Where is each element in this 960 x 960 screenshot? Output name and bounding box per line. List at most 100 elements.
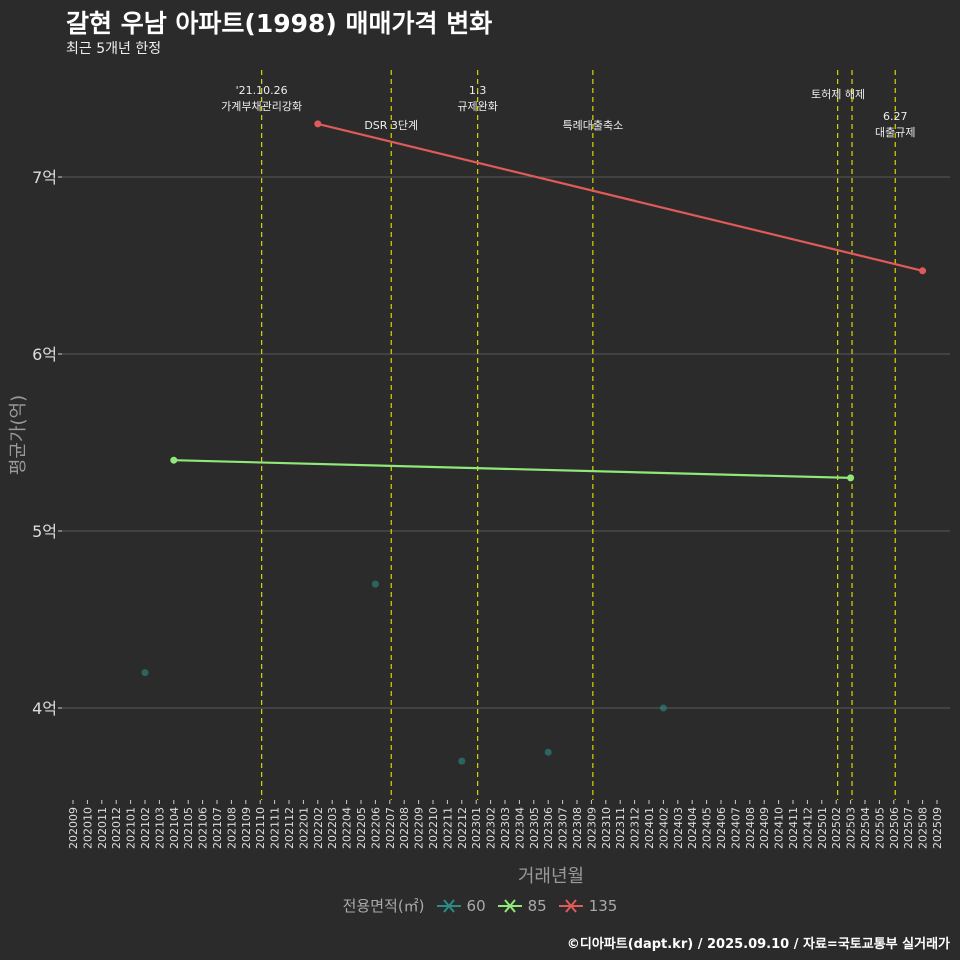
x-tick-label: 202208 [398, 807, 411, 849]
x-tick-label: 202301 [470, 807, 483, 849]
policy-annotation: 6.27 [883, 110, 908, 123]
policy-annotation: 1.3 [469, 84, 487, 97]
x-tick-label: 202503 [845, 807, 858, 849]
x-tick-label: 202505 [873, 807, 886, 849]
policy-annotation: '21.10.26 [236, 84, 288, 97]
chart-subtitle: 최근 5개년 한정 [66, 41, 162, 57]
x-tick-label: 202104 [168, 807, 181, 849]
x-tick-label: 202506 [888, 807, 901, 849]
x-tick-label: 202501 [816, 807, 829, 849]
x-tick-label: 202202 [312, 807, 325, 849]
x-tick-label: 202507 [902, 807, 915, 849]
x-tick-label: 202410 [773, 807, 786, 849]
data-point-85 [170, 456, 178, 464]
x-axis-title: 거래년월 [518, 866, 584, 887]
x-tick-label: 202108 [225, 807, 238, 849]
legend-item-85: 85 [497, 896, 547, 915]
data-point-60 [659, 704, 667, 712]
x-tick-label: 202112 [283, 807, 296, 849]
data-point-60 [544, 748, 552, 756]
x-tick-label: 202110 [254, 807, 267, 849]
data-point-135 [919, 267, 927, 275]
x-tick-label: 202011 [96, 807, 109, 849]
x-tick-label: 202412 [801, 807, 814, 849]
legend-item-60: 60 [436, 896, 486, 915]
x-tick-label: 202509 [931, 807, 944, 849]
x-tick-label: 202303 [499, 807, 512, 849]
y-axis-title: 평균가(억) [8, 395, 29, 475]
x-tick-label: 202407 [729, 807, 742, 849]
x-tick-label: 202411 [787, 807, 800, 849]
y-tick-label: 5억 [32, 522, 57, 541]
legend-key-85-icon [497, 898, 522, 913]
legend-item-135: 135 [558, 896, 618, 915]
policy-annotation: 가계부채관리강화 [221, 100, 302, 113]
x-tick-label: 202406 [715, 807, 728, 849]
data-point-60 [458, 757, 466, 765]
source-caption: ©디아파트(dapt.kr) / 2025.09.10 / 자료=국토교통부 실… [566, 937, 950, 952]
legend-key-60-icon [436, 898, 461, 913]
y-tick-label: 6억 [32, 345, 57, 364]
x-tick-label: 202012 [110, 807, 123, 849]
x-tick-label: 202106 [197, 807, 210, 849]
series-line-85 [173, 459, 851, 479]
x-tick-label: 202211 [441, 807, 454, 849]
y-tick-label: 4억 [32, 699, 57, 718]
x-tick-label: 202311 [614, 807, 627, 849]
x-tick-label: 202403 [672, 807, 685, 849]
data-point-135 [314, 120, 322, 128]
x-tick-label: 202205 [355, 807, 368, 849]
x-tick-label: 202209 [413, 807, 426, 849]
x-tick-label: 202402 [657, 807, 670, 849]
legend-label-135: 135 [588, 896, 618, 915]
x-tick-label: 202305 [528, 807, 541, 849]
x-tick-label: 202308 [571, 807, 584, 849]
x-tick-label: 202111 [269, 807, 282, 849]
legend-label-60: 60 [466, 896, 486, 915]
x-tick-label: 202504 [859, 807, 872, 849]
x-tick-label: 202306 [542, 807, 555, 849]
x-tick-label: 202204 [341, 807, 354, 849]
x-tick-label: 202304 [513, 807, 526, 849]
x-tick-label: 202107 [211, 807, 224, 849]
x-tick-label: 202312 [629, 807, 642, 849]
x-tick-label: 202009 [67, 807, 80, 849]
legend-key-135-icon [558, 898, 583, 913]
x-tick-label: 202101 [125, 807, 138, 849]
legend-label-85: 85 [527, 896, 547, 915]
x-tick-label: 202103 [153, 807, 166, 849]
data-point-60 [141, 669, 149, 677]
x-tick-label: 202109 [240, 807, 253, 849]
x-tick-label: 202405 [701, 807, 714, 849]
policy-annotation: 토허제 해제 [811, 87, 865, 101]
x-tick-label: 202408 [744, 807, 757, 849]
x-tick-label: 202102 [139, 807, 152, 849]
data-point-60 [371, 580, 379, 588]
x-tick-label: 202309 [585, 807, 598, 849]
x-tick-label: 202307 [557, 807, 570, 849]
policy-annotation: 특례대출축소 [562, 119, 623, 132]
data-point-85 [847, 474, 855, 482]
x-tick-label: 202010 [81, 807, 94, 849]
x-tick-label: 202207 [384, 807, 397, 849]
policy-annotation: 대출규제 [875, 126, 915, 139]
x-tick-label: 202105 [182, 807, 195, 849]
policy-annotation: 규제완화 [457, 100, 497, 113]
x-tick-label: 202210 [427, 807, 440, 849]
x-tick-label: 202404 [686, 807, 699, 849]
x-tick-label: 202201 [297, 807, 310, 849]
x-tick-label: 202310 [600, 807, 613, 849]
x-tick-label: 202409 [758, 807, 771, 849]
x-tick-label: 202203 [326, 807, 339, 849]
x-tick-label: 202401 [643, 807, 656, 849]
policy-annotation: DSR 3단계 [364, 119, 418, 132]
legend-title: 전용면적(㎡) [342, 897, 425, 915]
x-tick-label: 202502 [830, 807, 843, 849]
x-tick-label: 202206 [369, 807, 382, 849]
y-tick-label: 7억 [32, 168, 57, 187]
x-tick-label: 202212 [456, 807, 469, 849]
chart-title: 갈현 우남 아파트(1998) 매매가격 변화 [66, 9, 493, 38]
x-tick-label: 202508 [917, 807, 930, 849]
series-line-135 [317, 122, 923, 272]
